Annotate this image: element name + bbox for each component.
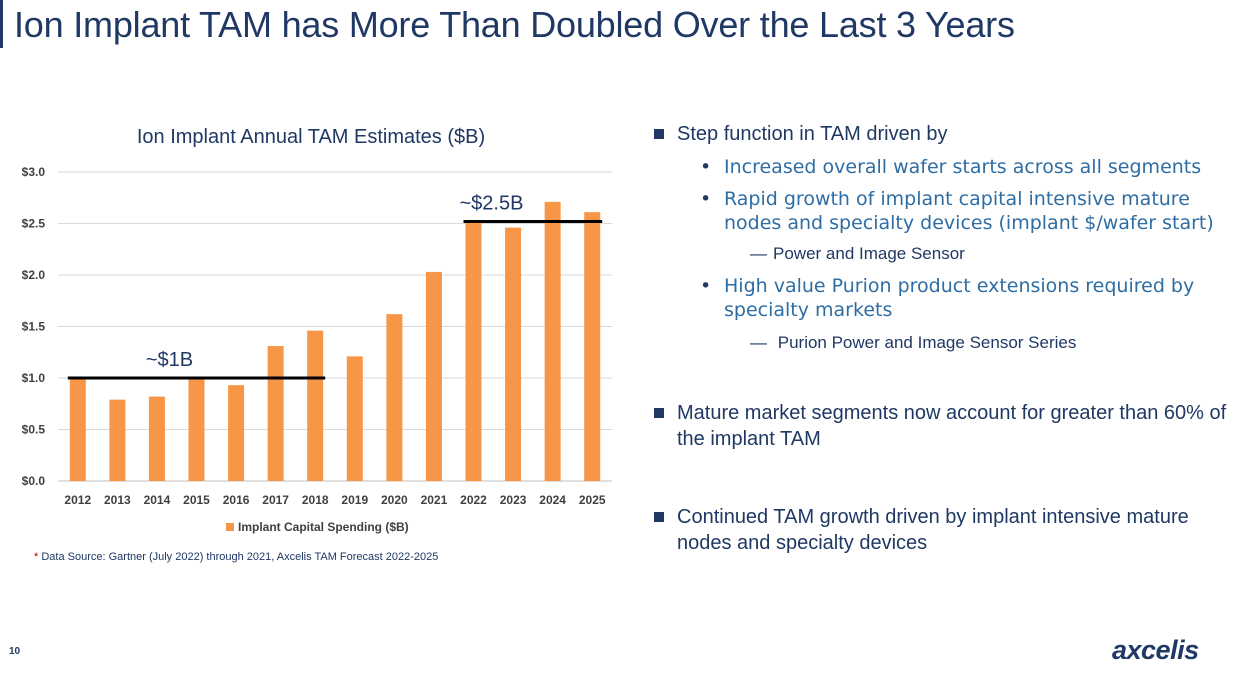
- bar-2021: [425, 271, 442, 481]
- bullet-list: Step function in TAM driven by • Increas…: [654, 121, 1229, 556]
- chart-annotations: ~$1B ~$2.5B: [67, 192, 603, 380]
- x-tick-label: 2015: [183, 493, 210, 507]
- sub-bullet-text: High value Purion product extensions req…: [724, 275, 1195, 321]
- dot-bullet-icon: •: [700, 275, 712, 297]
- sub-bullet-purion-extensions: • High value Purion product extensions r…: [654, 274, 1229, 322]
- sub-bullet-text: Rapid growth of implant capital intensiv…: [724, 188, 1214, 234]
- bar-2024: [544, 201, 561, 481]
- y-tick-label: $0.0: [22, 474, 46, 488]
- x-tick-label: 2020: [381, 493, 408, 507]
- sub-bullet-wafer-starts: • Increased overall wafer starts across …: [654, 155, 1229, 179]
- dash-mark: —: [750, 333, 767, 352]
- bar-2019: [346, 356, 363, 481]
- x-tick-label: 2021: [421, 493, 448, 507]
- chart-title: Ion Implant Annual TAM Estimates ($B): [137, 126, 485, 148]
- square-bullet-icon: [654, 129, 664, 139]
- bullet-continued-growth: Continued TAM growth driven by implant i…: [654, 504, 1229, 556]
- bar-2015: [188, 376, 205, 481]
- square-bullet-icon: [654, 512, 664, 522]
- square-bullet-icon: [654, 408, 664, 418]
- bar-2016: [228, 385, 245, 481]
- bar-2023: [505, 227, 522, 481]
- annotation-label: ~$1B: [146, 349, 193, 371]
- y-tick-label: $2.5: [22, 217, 46, 231]
- legend-label: Implant Capital Spending ($B): [238, 520, 409, 534]
- axcelis-logo: axcelis: [1112, 635, 1199, 665]
- source-note-star: *: [34, 551, 39, 563]
- bar-2018: [307, 330, 324, 481]
- x-tick-label: 2014: [144, 493, 171, 507]
- bar-2017: [267, 346, 284, 481]
- bullet-text: Step function in TAM driven by: [677, 123, 948, 145]
- dash-item-text: Purion Power and Image Sensor Series: [777, 333, 1077, 352]
- bar-2012: [69, 376, 86, 481]
- x-tick-label: 2024: [539, 493, 566, 507]
- legend-swatch: [226, 523, 234, 531]
- x-tick-label: 2025: [579, 493, 606, 507]
- dot-bullet-icon: •: [700, 188, 712, 210]
- y-tick-label: $3.0: [22, 165, 46, 179]
- chart-x-ticks: 2012 2013 2014 2015 2016 2017 2018 2019 2020 2021…: [64, 493, 605, 507]
- dash-item-text: Power and Image Sensor: [773, 244, 965, 263]
- bar-2014: [148, 396, 165, 481]
- y-tick-label: $2.0: [22, 268, 46, 282]
- y-tick-label: $0.5: [22, 423, 46, 437]
- bullet-text: Mature market segments now account for g…: [677, 402, 1227, 450]
- dot-bullet-icon: •: [700, 156, 712, 178]
- bar-2020: [386, 314, 403, 481]
- title-accent-rule: [0, 0, 3, 48]
- chart-bars: [69, 201, 601, 482]
- annotation-label: ~$2.5B: [460, 192, 524, 214]
- sub-bullet-text: Increased overall wafer starts across al…: [724, 156, 1202, 178]
- x-tick-label: 2018: [302, 493, 329, 507]
- chart-gridlines: [58, 171, 612, 482]
- page-number: 10: [9, 646, 21, 657]
- source-note: * Data Source: Gartner (July 2022) throu…: [34, 551, 438, 563]
- x-tick-label: 2012: [64, 493, 91, 507]
- x-tick-label: 2022: [460, 493, 487, 507]
- bar-2013: [109, 399, 126, 481]
- bullet-mature-market: Mature market segments now account for g…: [654, 400, 1229, 452]
- sub-bullet-rapid-growth: • Rapid growth of implant capital intens…: [654, 187, 1229, 235]
- y-tick-label: $1.0: [22, 371, 46, 385]
- dash-mark: —: [750, 244, 767, 263]
- bar-2022: [465, 220, 482, 481]
- bullet-step-function: Step function in TAM driven by: [654, 121, 1229, 147]
- dash-item-power-image: — Power and Image Sensor: [654, 243, 1229, 265]
- x-tick-label: 2017: [262, 493, 289, 507]
- x-tick-label: 2023: [500, 493, 527, 507]
- chart-y-ticks: $0.0 $0.5 $1.0 $1.5 $2.0 $2.5 $3.0: [22, 165, 46, 488]
- chart-legend: Implant Capital Spending ($B): [226, 520, 409, 534]
- x-tick-label: 2016: [223, 493, 250, 507]
- bar-2025: [584, 212, 601, 482]
- source-note-text: Data Source: Gartner (July 2022) through…: [41, 551, 439, 563]
- x-tick-label: 2019: [341, 493, 368, 507]
- slide-title: Ion Implant TAM has More Than Doubled Ov…: [14, 4, 1015, 45]
- bar-chart: Ion Implant Annual TAM Estimates ($B) 20…: [22, 126, 612, 534]
- dash-item-purion-series: — Purion Power and Image Sensor Series: [654, 332, 1229, 354]
- bullet-text: Continued TAM growth driven by implant i…: [677, 506, 1189, 554]
- x-tick-label: 2013: [104, 493, 131, 507]
- y-tick-label: $1.5: [22, 320, 46, 334]
